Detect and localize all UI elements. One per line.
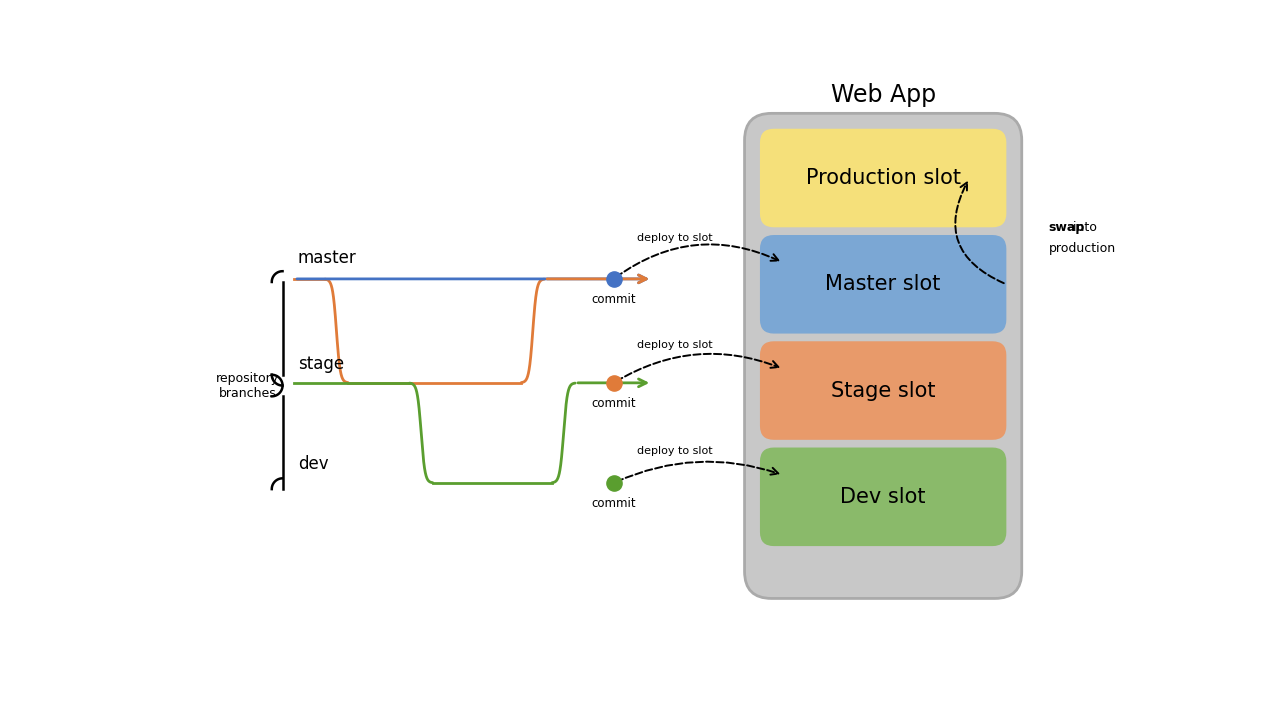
FancyBboxPatch shape — [760, 235, 1006, 333]
Text: into: into — [1069, 221, 1097, 234]
FancyBboxPatch shape — [760, 448, 1006, 546]
Text: swap: swap — [1048, 221, 1085, 234]
Text: Dev slot: Dev slot — [841, 487, 925, 507]
Point — [603, 273, 623, 284]
Text: production: production — [1048, 243, 1116, 256]
Text: Master slot: Master slot — [826, 274, 941, 294]
Text: stage: stage — [298, 355, 344, 373]
Text: dev: dev — [298, 455, 329, 473]
Text: commit: commit — [591, 397, 636, 410]
Text: Web App: Web App — [831, 84, 936, 107]
FancyBboxPatch shape — [760, 129, 1006, 228]
Text: deploy to slot: deploy to slot — [637, 446, 713, 456]
Text: commit: commit — [591, 293, 636, 306]
Text: master: master — [298, 249, 357, 267]
FancyBboxPatch shape — [760, 341, 1006, 440]
Point — [603, 477, 623, 489]
Text: deploy to slot: deploy to slot — [637, 340, 713, 350]
Text: Production slot: Production slot — [805, 168, 961, 188]
Text: repository
branches: repository branches — [216, 372, 279, 400]
Point — [603, 377, 623, 389]
Text: commit: commit — [591, 497, 636, 510]
FancyBboxPatch shape — [745, 113, 1021, 598]
Text: Stage slot: Stage slot — [831, 381, 936, 400]
Text: deploy to slot: deploy to slot — [637, 233, 713, 243]
